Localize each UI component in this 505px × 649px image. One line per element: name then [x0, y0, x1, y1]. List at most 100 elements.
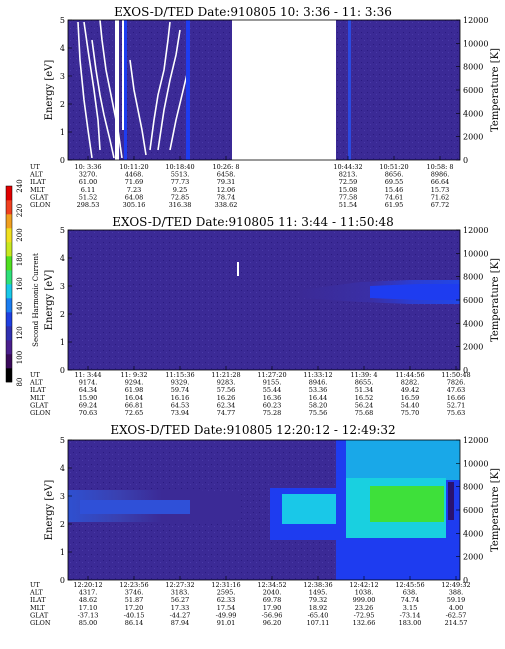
panel-1-blue-stripe-a — [124, 20, 127, 160]
table-cell: 64.34 — [79, 386, 98, 394]
table-cell: 12:45:56 — [395, 581, 424, 589]
panel-2-orbit-table: UT 11: 3:44 11: 9:32 11:15:36 11:21:28 11:27:… — [29, 371, 471, 417]
colorbar-swatch — [6, 284, 12, 299]
table-cell: 17.90 — [263, 604, 282, 612]
colorbar: 80 100 120 140 160 180 200 220 240 Second Harmon… — [5, 179, 40, 386]
table-cell: 10:11:20 — [119, 163, 148, 171]
table-cell: 56.27 — [171, 596, 190, 604]
table-cell: 61.00 — [79, 178, 98, 186]
table-cell: 10:26: 8 — [212, 163, 239, 171]
table-cell: 9.25 — [173, 186, 187, 194]
table-row-label: UT — [30, 581, 40, 589]
panel-2-y2label: Temperature [K] — [490, 258, 501, 342]
ytick-label: 1 — [60, 128, 65, 137]
ytick-label: 5 — [60, 226, 65, 235]
colorbar-swatch — [6, 256, 12, 271]
table-cell: 85.00 — [79, 619, 98, 627]
table-cell: 183.00 — [399, 619, 422, 627]
y2tick-label: 12000 — [463, 16, 488, 25]
table-cell: 16.04 — [125, 394, 144, 402]
y2tick-label: 12000 — [463, 436, 488, 445]
table-cell: 56.24 — [355, 401, 374, 409]
table-cell: 61.98 — [125, 386, 144, 394]
table-row-label: ILAT — [30, 596, 46, 604]
colorbar-swatch — [6, 340, 12, 355]
panel-2-yticks: 0 1 2 3 4 5 — [60, 226, 457, 375]
table-row-label: UT — [30, 163, 40, 171]
table-row-label: MLT — [30, 186, 45, 194]
panel-1-yticks: 0 1 2 3 4 5 — [60, 16, 441, 165]
ytick-label: 2 — [60, 310, 65, 319]
table-row-label: ALT — [29, 589, 43, 597]
colorbar-tick-label: 100 — [16, 351, 24, 364]
table-cell: 53.36 — [309, 386, 328, 394]
table-cell: 75.63 — [447, 409, 466, 417]
y2tick-label: 12000 — [463, 226, 488, 235]
table-cell: -49.99 — [216, 611, 237, 619]
table-cell: 3.15 — [403, 604, 417, 612]
table-cell: 10: 3:36 — [74, 163, 101, 171]
table-cell: 8986. — [431, 171, 450, 179]
table-cell: -44.27 — [170, 611, 191, 619]
table-cell: 17.10 — [79, 604, 98, 612]
panel-3-orbit-table: UT 12:20:12 12:23:56 12:27:32 12:31:16 12:34:… — [29, 581, 471, 627]
table-cell: 107.11 — [307, 619, 330, 627]
table-row-label: GLON — [30, 409, 51, 417]
panel-1-blue-stripe-c — [348, 20, 351, 160]
table-cell: 18.92 — [309, 604, 328, 612]
y2tick-label: 10000 — [463, 459, 488, 468]
table-cell: 64.53 — [171, 401, 190, 409]
y2tick-label: 2000 — [463, 553, 483, 562]
table-cell: 74.74 — [401, 596, 420, 604]
table-cell: 11:33:12 — [303, 371, 332, 379]
table-cell: 96.20 — [263, 619, 282, 627]
panel-1-title: EXOS-D/TED Date:910805 10: 3:36 - 11: 3:… — [114, 5, 392, 19]
table-row-label: MLT — [30, 604, 45, 612]
panel-2-spike — [237, 262, 239, 276]
table-cell: 10:58: 8 — [426, 163, 453, 171]
table-cell: 11:44:56 — [395, 371, 424, 379]
table-cell: 12:23:56 — [119, 581, 148, 589]
table-cell: -56.96 — [262, 611, 283, 619]
table-cell: 9155. — [263, 379, 282, 387]
table-cell: 57.56 — [217, 386, 236, 394]
colorbar-swatch — [6, 186, 12, 201]
colorbar-tick-label: 120 — [16, 326, 24, 339]
table-cell: 17.33 — [171, 604, 190, 612]
table-cell: 86.14 — [125, 619, 144, 627]
y2tick-label: 10000 — [463, 39, 488, 48]
table-cell: 4468. — [125, 171, 144, 179]
table-cell: 91.01 — [217, 619, 236, 627]
table-cell: -62.57 — [446, 611, 467, 619]
table-cell: 16.26 — [217, 394, 236, 402]
ytick-label: 3 — [60, 492, 65, 501]
table-cell: 11: 9:32 — [120, 371, 147, 379]
table-cell: 12:42:12 — [349, 581, 378, 589]
colorbar-tick-label: 220 — [16, 204, 24, 217]
colorbar-tick-label: 200 — [16, 228, 24, 241]
y2tick-label: 10000 — [463, 249, 488, 258]
table-cell: 60.23 — [263, 401, 282, 409]
table-cell: 8946. — [309, 379, 328, 387]
colorbar-swatch — [6, 242, 12, 257]
table-cell: 8655. — [355, 379, 374, 387]
table-cell: 12:31:16 — [211, 581, 240, 589]
table-cell: 74.77 — [217, 409, 236, 417]
table-cell: 75.68 — [355, 409, 374, 417]
table-cell: -73.14 — [400, 611, 421, 619]
table-cell: 7.23 — [127, 186, 141, 194]
ytick-label: 3 — [60, 72, 65, 81]
table-cell: 62.33 — [217, 596, 236, 604]
panel-1-blue-stripe-b — [186, 20, 190, 160]
table-cell: -40.15 — [124, 611, 145, 619]
panel-1-y2ticks: 0 2000 4000 6000 8000 10000 12000 — [456, 16, 488, 165]
table-cell: 11:27:20 — [257, 371, 286, 379]
table-cell: 69.55 — [385, 178, 404, 186]
table-cell: 8656. — [385, 171, 404, 179]
panel-1-data-gap — [232, 20, 336, 160]
table-row-label: GLON — [30, 201, 51, 209]
table-row-label: ALT — [29, 171, 43, 179]
table-cell: 4317. — [79, 589, 98, 597]
table-cell: 75.56 — [309, 409, 328, 417]
colorbar-swatch — [6, 298, 12, 313]
